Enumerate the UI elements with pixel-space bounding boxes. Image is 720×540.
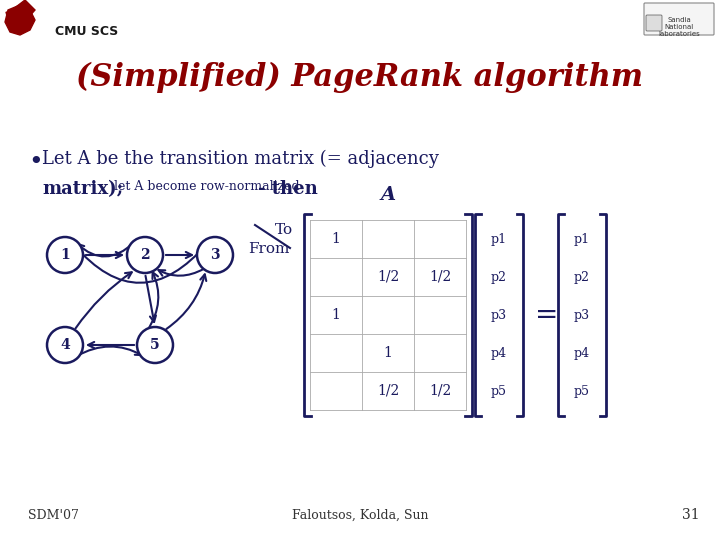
Text: •: • xyxy=(28,150,42,174)
Circle shape xyxy=(127,237,163,273)
FancyBboxPatch shape xyxy=(646,15,662,31)
Text: 1: 1 xyxy=(60,248,70,262)
Text: A: A xyxy=(380,186,395,204)
Text: CMU SCS: CMU SCS xyxy=(55,25,118,38)
FancyArrowPatch shape xyxy=(76,272,132,328)
FancyArrowPatch shape xyxy=(88,342,134,348)
Text: p4: p4 xyxy=(491,347,507,360)
Text: let A become row-normalized: let A become row-normalized xyxy=(110,180,304,193)
Text: SDM'07: SDM'07 xyxy=(28,509,79,522)
Text: 1: 1 xyxy=(332,308,341,322)
Polygon shape xyxy=(6,12,15,25)
Text: (Simplified) PageRank algorithm: (Simplified) PageRank algorithm xyxy=(76,62,644,93)
Text: 2: 2 xyxy=(140,248,150,262)
Text: 1/2: 1/2 xyxy=(429,384,451,398)
Text: Faloutsos, Kolda, Sun: Faloutsos, Kolda, Sun xyxy=(292,509,428,522)
FancyArrowPatch shape xyxy=(158,269,204,276)
Text: 1/2: 1/2 xyxy=(377,270,399,284)
Text: matrix);: matrix); xyxy=(42,180,123,198)
Circle shape xyxy=(197,237,233,273)
FancyArrowPatch shape xyxy=(166,252,192,258)
Circle shape xyxy=(47,237,83,273)
Polygon shape xyxy=(5,5,35,35)
Circle shape xyxy=(137,327,173,363)
Text: From: From xyxy=(248,242,289,256)
Text: 1: 1 xyxy=(384,346,392,360)
Text: p3: p3 xyxy=(574,308,590,321)
Text: p2: p2 xyxy=(491,271,507,284)
Text: 4: 4 xyxy=(60,338,70,352)
FancyArrowPatch shape xyxy=(76,347,142,356)
Circle shape xyxy=(47,327,83,363)
Text: p2: p2 xyxy=(574,271,590,284)
FancyArrowPatch shape xyxy=(148,272,158,330)
Text: To: To xyxy=(275,223,293,237)
FancyArrowPatch shape xyxy=(78,242,134,256)
Text: 1/2: 1/2 xyxy=(429,270,451,284)
FancyBboxPatch shape xyxy=(644,3,714,35)
FancyArrowPatch shape xyxy=(73,242,208,283)
FancyArrowPatch shape xyxy=(86,252,122,258)
Text: 5: 5 xyxy=(150,338,160,352)
Text: 3: 3 xyxy=(210,248,220,262)
Polygon shape xyxy=(12,0,35,18)
Text: Sandia
National
laboratories: Sandia National laboratories xyxy=(658,17,700,37)
Text: p3: p3 xyxy=(491,308,507,321)
Text: - then: - then xyxy=(258,180,318,198)
Text: p1: p1 xyxy=(574,233,590,246)
FancyArrowPatch shape xyxy=(166,274,206,329)
Text: =: = xyxy=(535,301,559,328)
Text: Let A be the transition matrix (= adjacency: Let A be the transition matrix (= adjace… xyxy=(42,150,439,168)
Text: 1/2: 1/2 xyxy=(377,384,399,398)
Text: p4: p4 xyxy=(574,347,590,360)
Text: 31: 31 xyxy=(683,508,700,522)
Text: 1: 1 xyxy=(332,232,341,246)
Text: p1: p1 xyxy=(491,233,507,246)
Text: p5: p5 xyxy=(491,384,507,397)
Text: p5: p5 xyxy=(574,384,590,397)
FancyArrowPatch shape xyxy=(145,276,156,322)
